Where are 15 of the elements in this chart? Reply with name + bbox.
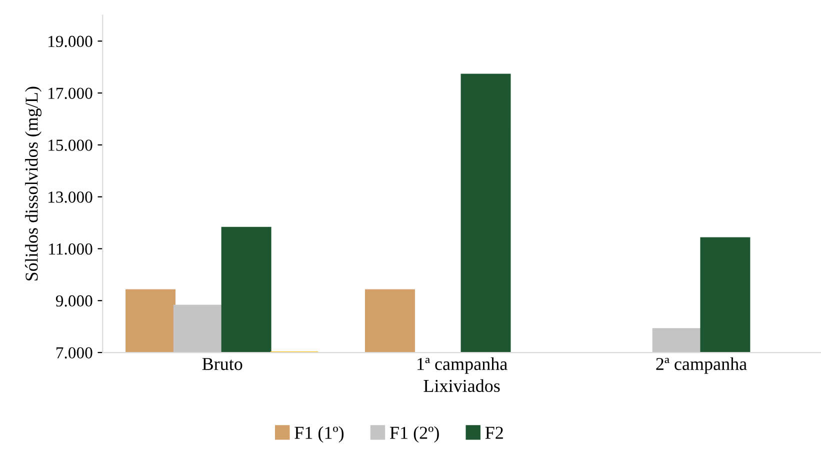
legend-label: F1 (1º) <box>294 426 344 443</box>
y-tick-label: 9.000 <box>56 295 92 307</box>
y-tick-label: 15.000 <box>48 140 92 151</box>
y-tick-label: 19.000 <box>48 36 92 48</box>
y-axis-title: Sólidos dissolvidos (mg/L) <box>25 86 42 280</box>
x-tick-label: 2ª campanha <box>656 357 747 374</box>
x-axis-title: Lixiviados <box>424 379 500 392</box>
x-tick-label: 1ª campanha <box>418 357 508 374</box>
y-tick-label: 17.000 <box>48 88 92 100</box>
y-tick-label: 13.000 <box>48 192 92 203</box>
legend-label: F2 <box>485 426 503 439</box>
legend-label: F1 (2º) <box>390 426 439 443</box>
y-tick-label: 7.000 <box>56 347 92 359</box>
y-tick-label: 11.000 <box>49 243 92 255</box>
x-tick-label: Bruto <box>202 358 242 370</box>
